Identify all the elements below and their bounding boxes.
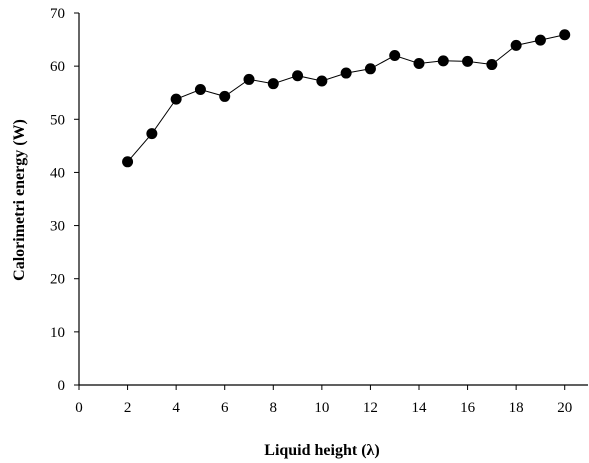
x-tick-label: 12 — [363, 400, 378, 416]
data-point — [170, 93, 182, 105]
data-point — [146, 128, 158, 140]
x-tick-label: 10 — [314, 400, 329, 416]
y-tick-label: 0 — [58, 378, 66, 394]
data-point — [486, 59, 498, 71]
y-tick-label: 30 — [50, 219, 65, 235]
x-tick-label: 20 — [557, 400, 572, 416]
data-point — [316, 75, 328, 87]
data-point — [559, 29, 571, 41]
data-point — [364, 63, 376, 75]
y-tick-label: 70 — [50, 6, 65, 22]
x-tick-label: 0 — [75, 400, 83, 416]
x-tick-label: 8 — [270, 400, 278, 416]
y-axis-title: Calorimetri energy (W) — [11, 119, 28, 281]
data-point — [122, 156, 134, 168]
x-axis-ticks: 0 2 4 6 8 10 12 14 16 18 20 — [75, 385, 572, 416]
series-group — [122, 29, 571, 168]
y-axis-ticks: 0 10 20 30 40 50 60 70 — [50, 6, 79, 394]
x-tick-label: 18 — [509, 400, 524, 416]
data-point — [534, 34, 546, 46]
x-axis-title: Liquid height (λ) — [264, 442, 379, 459]
data-point — [219, 90, 231, 102]
y-tick-label: 40 — [50, 165, 65, 181]
x-tick-label: 16 — [460, 400, 476, 416]
data-point — [340, 67, 352, 79]
data-point — [413, 57, 425, 69]
data-point — [389, 50, 401, 62]
x-tick-label: 2 — [124, 400, 132, 416]
data-point — [510, 39, 522, 51]
data-point — [243, 73, 255, 85]
series-line — [127, 34, 565, 163]
axes — [78, 13, 588, 386]
y-tick-label: 50 — [50, 112, 65, 128]
data-point — [267, 78, 279, 90]
y-tick-label: 10 — [50, 325, 65, 341]
data-point — [194, 84, 206, 96]
x-tick-label: 4 — [172, 400, 180, 416]
x-tick-label: 6 — [221, 400, 229, 416]
data-point — [462, 55, 474, 67]
data-point — [437, 55, 449, 67]
data-point — [292, 70, 304, 82]
x-tick-label: 14 — [412, 400, 428, 416]
y-tick-label: 20 — [50, 272, 65, 288]
y-tick-label: 60 — [50, 59, 65, 75]
